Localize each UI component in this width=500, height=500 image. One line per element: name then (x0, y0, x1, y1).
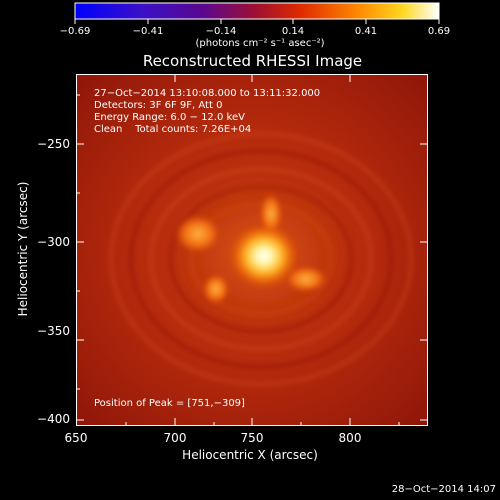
peak-position-label: Position of Peak = [751,−309] (94, 398, 245, 409)
info-detectors: Detectors: 3F 6F 9F, Att 0 (94, 100, 223, 111)
colorbar-units-label: (photons cm⁻² s⁻¹ asec⁻²) (195, 38, 325, 49)
y-tick-label: −300 (37, 235, 70, 249)
x-tick-label: 700 (163, 431, 187, 445)
colorbar-tick: −0.14 (205, 26, 237, 37)
colorbar-tick: −0.69 (59, 26, 91, 37)
footer-date: 28−Oct−2014 14:07 (391, 484, 496, 495)
y-axis-label: Heliocentric Y (arcsec) (16, 181, 30, 317)
colorbar-tick: −0.41 (132, 26, 164, 37)
x-tick-label: 650 (64, 431, 88, 445)
colorbar (74, 2, 440, 24)
colorbar-tick: 0.41 (354, 26, 378, 37)
info-energy-range: Energy Range: 6.0 − 12.0 keV (94, 112, 245, 123)
info-time-range: 27−Oct−2014 13:10:08.000 to 13:11:32.000 (94, 88, 321, 99)
y-tick-label: −400 (37, 412, 70, 426)
x-tick-label: 800 (338, 431, 362, 445)
x-tick-label: 750 (240, 431, 264, 445)
colorbar-gradient (74, 2, 440, 20)
info-clean-counts: Clean Total counts: 7.26E+04 (94, 124, 252, 135)
y-tick-label: −250 (37, 137, 70, 151)
image-title: Reconstructed RHESSI Image (142, 52, 363, 70)
solar-image (76, 74, 428, 426)
x-axis-label: Heliocentric X (arcsec) (182, 448, 318, 462)
y-tick-label: −350 (37, 324, 70, 338)
colorbar-tick: 0.14 (281, 26, 305, 37)
colorbar-tick: 0.69 (427, 26, 451, 37)
